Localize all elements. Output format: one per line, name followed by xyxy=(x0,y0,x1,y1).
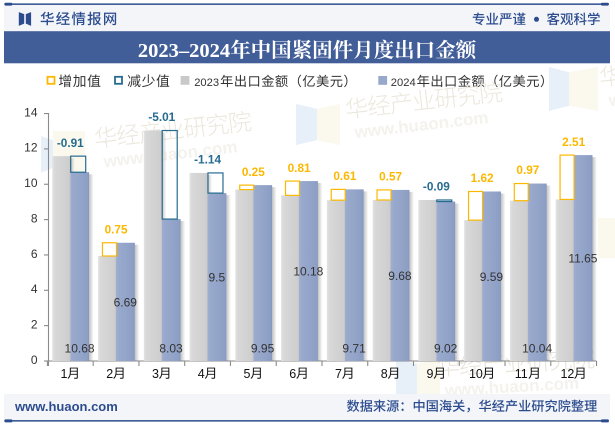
svg-text:0.75: 0.75 xyxy=(105,222,128,236)
svg-text:2: 2 xyxy=(106,367,113,381)
svg-text:0.97: 0.97 xyxy=(516,163,539,177)
svg-text:2024: 2024 xyxy=(391,77,416,89)
svg-text:10.18: 10.18 xyxy=(293,265,323,279)
svg-text:9.02: 9.02 xyxy=(434,341,458,355)
svg-text:0.61: 0.61 xyxy=(333,169,356,183)
svg-text:0: 0 xyxy=(31,353,38,367)
svg-text:0.81: 0.81 xyxy=(288,161,311,175)
svg-text:2.51: 2.51 xyxy=(562,135,585,149)
svg-text:14: 14 xyxy=(24,105,38,119)
svg-text:10: 10 xyxy=(469,367,483,381)
svg-text:12: 12 xyxy=(560,367,574,381)
svg-text:10.04: 10.04 xyxy=(522,341,552,355)
svg-text:-5.01: -5.01 xyxy=(148,110,175,124)
svg-text:8.03: 8.03 xyxy=(159,341,183,355)
svg-text:6: 6 xyxy=(289,367,296,381)
svg-text:3: 3 xyxy=(152,367,159,381)
svg-text:6.69: 6.69 xyxy=(114,295,138,309)
svg-text:-0.09: -0.09 xyxy=(423,180,450,194)
svg-text:4: 4 xyxy=(31,282,38,296)
svg-text:0.25: 0.25 xyxy=(242,165,265,179)
svg-text:5: 5 xyxy=(243,367,250,381)
svg-text:9.71: 9.71 xyxy=(342,341,366,355)
svg-text:0.57: 0.57 xyxy=(379,170,402,184)
svg-text:10: 10 xyxy=(24,176,38,190)
svg-text:8: 8 xyxy=(381,367,388,381)
svg-text:www.huaon.com: www.huaon.com xyxy=(14,399,118,414)
svg-text:-0.91: -0.91 xyxy=(57,136,84,150)
svg-text:1.62: 1.62 xyxy=(471,171,494,185)
svg-text:9.95: 9.95 xyxy=(251,341,275,355)
svg-text:2023: 2023 xyxy=(194,77,219,89)
svg-text:4: 4 xyxy=(198,367,205,381)
svg-text:12: 12 xyxy=(24,141,38,155)
svg-text:2: 2 xyxy=(31,317,38,331)
svg-text:11: 11 xyxy=(515,367,528,381)
svg-text:7: 7 xyxy=(335,367,342,381)
svg-text:2023–2024: 2023–2024 xyxy=(138,40,230,62)
svg-text:10.68: 10.68 xyxy=(65,341,95,355)
svg-text:6: 6 xyxy=(31,247,38,261)
svg-text:1: 1 xyxy=(60,367,67,381)
svg-text:www.huaon.com: www.huaon.com xyxy=(607,76,615,110)
svg-text:11.65: 11.65 xyxy=(568,252,597,266)
svg-text:9: 9 xyxy=(427,367,434,381)
svg-text:8: 8 xyxy=(31,211,38,225)
svg-text:9.5: 9.5 xyxy=(208,271,225,285)
svg-text:9.59: 9.59 xyxy=(480,270,504,284)
svg-text:9.68: 9.68 xyxy=(388,269,412,283)
svg-text:-1.14: -1.14 xyxy=(194,153,221,167)
